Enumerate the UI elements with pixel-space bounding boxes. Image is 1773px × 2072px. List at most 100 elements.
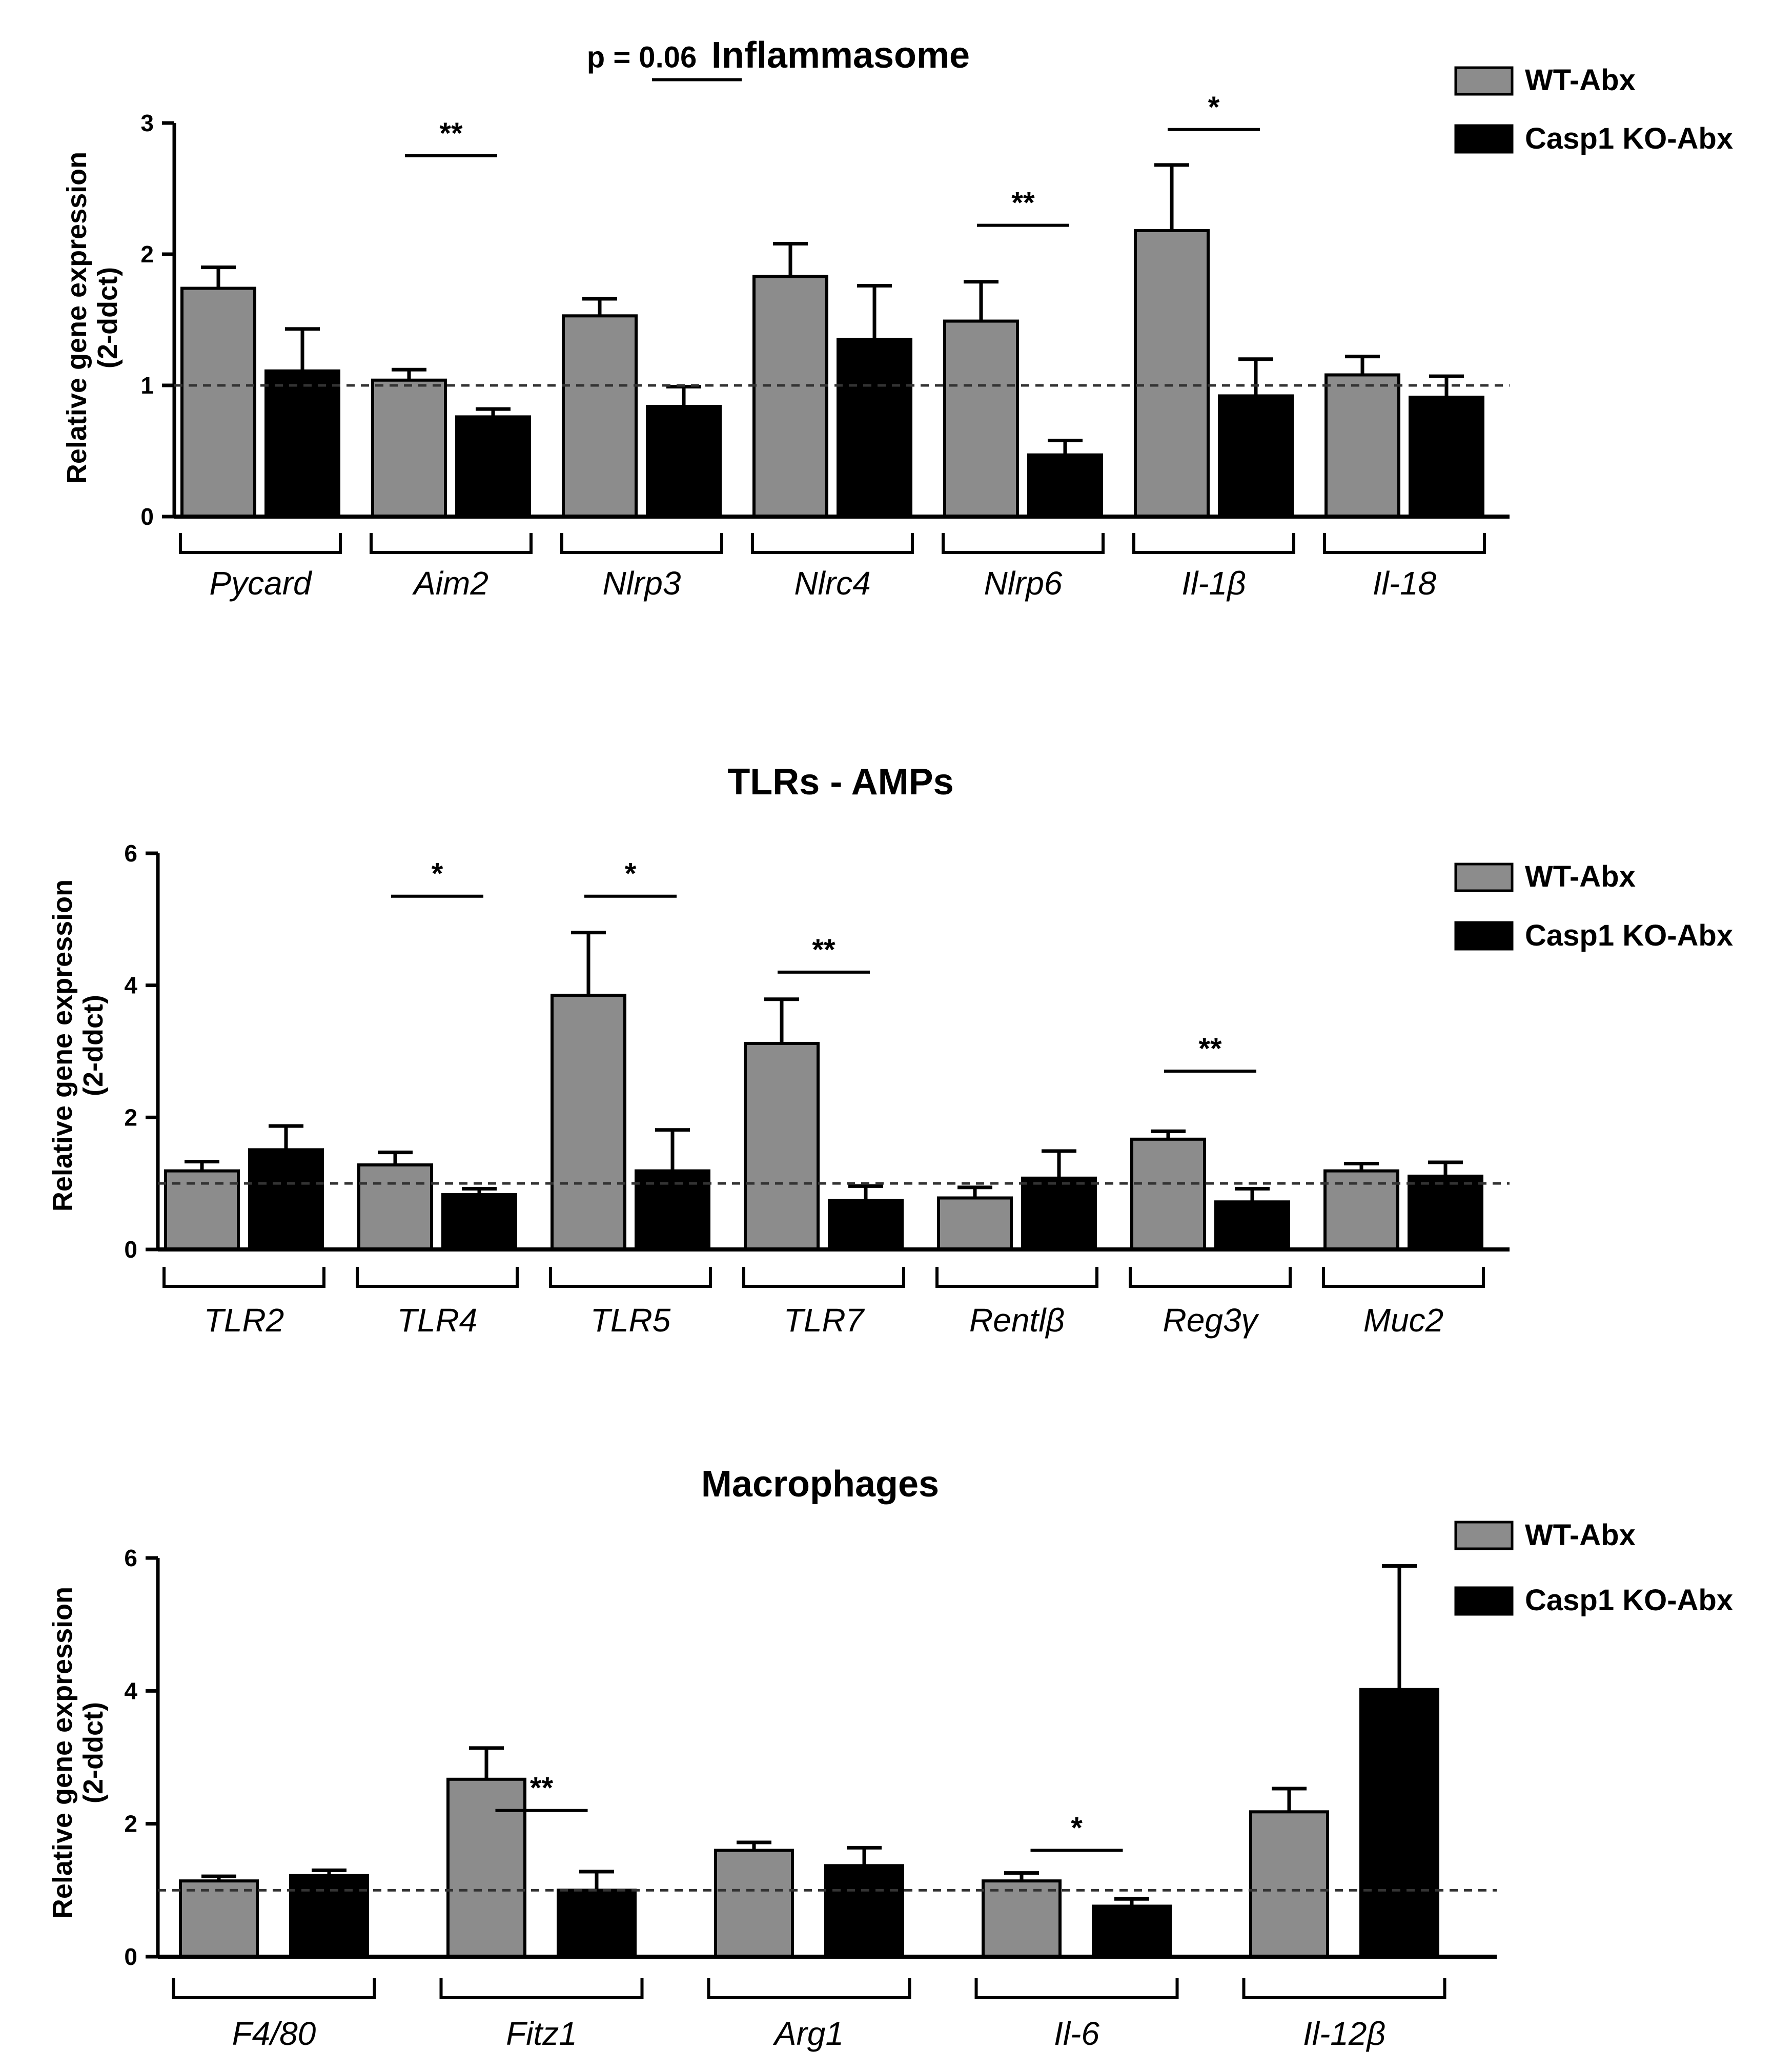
significance-label: ** [812, 933, 835, 967]
bar-wt [982, 1879, 1062, 1958]
bar-ko [557, 1889, 637, 1958]
bar-ko [1359, 1688, 1439, 1958]
bar-wt [1130, 1137, 1206, 1252]
panel-tlrs-amps: TLRs - AMPs Relative gene expression (2-… [47, 762, 1733, 1339]
legend-swatch-wt [1454, 1521, 1514, 1550]
y-axis-label-line1: Relative gene expression [47, 879, 78, 1212]
legend-swatch-wt [1454, 863, 1514, 892]
category-label: Reg3γ [1163, 1302, 1260, 1339]
bar-wt [179, 1879, 259, 1958]
bar-ko [441, 1193, 517, 1252]
bar-ko [837, 338, 912, 519]
category-bracket [751, 533, 914, 554]
y-tick-label: 4 [124, 972, 137, 999]
y-tick-label: 0 [124, 1943, 137, 1970]
significance-label: p = 0.06 [587, 41, 697, 74]
significance-label: ** [439, 117, 463, 150]
bar-wt [937, 1196, 1013, 1252]
category-bracket [1129, 1267, 1292, 1288]
category-bracket [1242, 1978, 1446, 1999]
y-tick-label: 2 [124, 1104, 137, 1131]
bar-wt [1324, 373, 1400, 519]
category-label: TLR5 [590, 1302, 671, 1339]
legend: WT-Abx Casp1 KO-Abx [1454, 1519, 1733, 1617]
category-bracket [1132, 533, 1295, 554]
legend-swatch-wt [1454, 66, 1514, 96]
category-bracket [742, 1267, 905, 1288]
category-bracket [935, 1267, 1098, 1288]
category-label: Il-6 [1054, 2015, 1099, 2052]
y-axis-label-line2: (2-ddct) [78, 1702, 109, 1803]
bar-wt [744, 1042, 820, 1252]
y-tick-label: 1 [140, 372, 154, 399]
y-tick-label: 6 [124, 840, 137, 867]
bar-ko [1214, 1200, 1290, 1251]
category-label: TLR4 [397, 1302, 478, 1339]
chart-title: TLRs - AMPs [727, 762, 953, 803]
legend: WT-Abx Casp1 KO-Abx [1454, 64, 1733, 155]
bar-ko [1409, 396, 1484, 518]
bar-ko [646, 404, 722, 519]
bar-ko [264, 369, 340, 519]
bar-ko [1218, 394, 1294, 518]
category-label: Muc2 [1363, 1302, 1444, 1339]
legend-swatch-ko [1454, 921, 1514, 951]
bar-wt [1249, 1810, 1329, 1958]
significance-label: ** [530, 1772, 554, 1805]
category-label: Nlrc4 [794, 565, 870, 602]
y-tick-label: 6 [124, 1545, 137, 1571]
category-label: Fitz1 [506, 2015, 577, 2052]
bar-wt [714, 1849, 794, 1959]
legend: WT-Abx Casp1 KO-Abx [1454, 860, 1733, 952]
category-label: Il-12β [1303, 2015, 1385, 2052]
bar-wt [446, 1777, 526, 1959]
chart-title: Inflammasome [711, 35, 970, 76]
y-tick-label: 3 [140, 110, 154, 136]
bar-wt [551, 993, 626, 1252]
category-label: Nlrp6 [984, 565, 1063, 602]
y-tick-label: 4 [124, 1677, 137, 1704]
category-label: TLR7 [784, 1302, 865, 1339]
significance-label: ** [1011, 187, 1035, 220]
significance-label: * [1071, 1812, 1083, 1845]
bar-ko [248, 1148, 324, 1251]
category-bracket [549, 1267, 712, 1288]
category-bracket [1323, 533, 1486, 554]
y-axis-label: Relative gene expression (2-ddct) [62, 152, 123, 484]
bar-wt [1134, 229, 1210, 519]
category-label: Aim2 [412, 565, 488, 602]
category-bracket [1322, 1267, 1485, 1288]
bar-ko [1021, 1176, 1097, 1252]
y-axis-label-line1: Relative gene expression [47, 1587, 78, 1919]
legend-label-wt: WT-Abx [1525, 64, 1636, 97]
y-tick-label: 2 [124, 1811, 137, 1837]
bar-ko [824, 1864, 904, 1959]
category-label: Pycard [209, 565, 313, 602]
category-label: Il-1β [1181, 565, 1246, 602]
category-bracket [162, 1267, 325, 1288]
bar-wt [180, 286, 256, 518]
significance-label: * [625, 857, 637, 891]
category-bracket [172, 1978, 376, 1999]
bar-wt [752, 275, 828, 519]
legend-label-wt: WT-Abx [1525, 1519, 1636, 1552]
category-bracket [356, 1267, 519, 1288]
legend-label-ko: Casp1 KO-Abx [1525, 919, 1733, 952]
category-bracket [179, 533, 342, 554]
category-bracket [560, 533, 723, 554]
y-axis-label-line2: (2-ddct) [92, 267, 123, 368]
significance-label: * [432, 857, 443, 891]
category-bracket [707, 1978, 911, 1999]
y-tick-label: 2 [140, 241, 154, 268]
bar-ko [289, 1874, 369, 1958]
category-bracket [974, 1978, 1179, 1999]
y-tick-label: 0 [124, 1236, 137, 1263]
category-label: Nlrp3 [603, 565, 681, 602]
bar-ko [1408, 1174, 1483, 1252]
legend-label-ko: Casp1 KO-Abx [1525, 122, 1733, 155]
bar-ko [455, 415, 531, 518]
y-axis-label: Relative gene expression (2-ddct) [47, 879, 109, 1212]
